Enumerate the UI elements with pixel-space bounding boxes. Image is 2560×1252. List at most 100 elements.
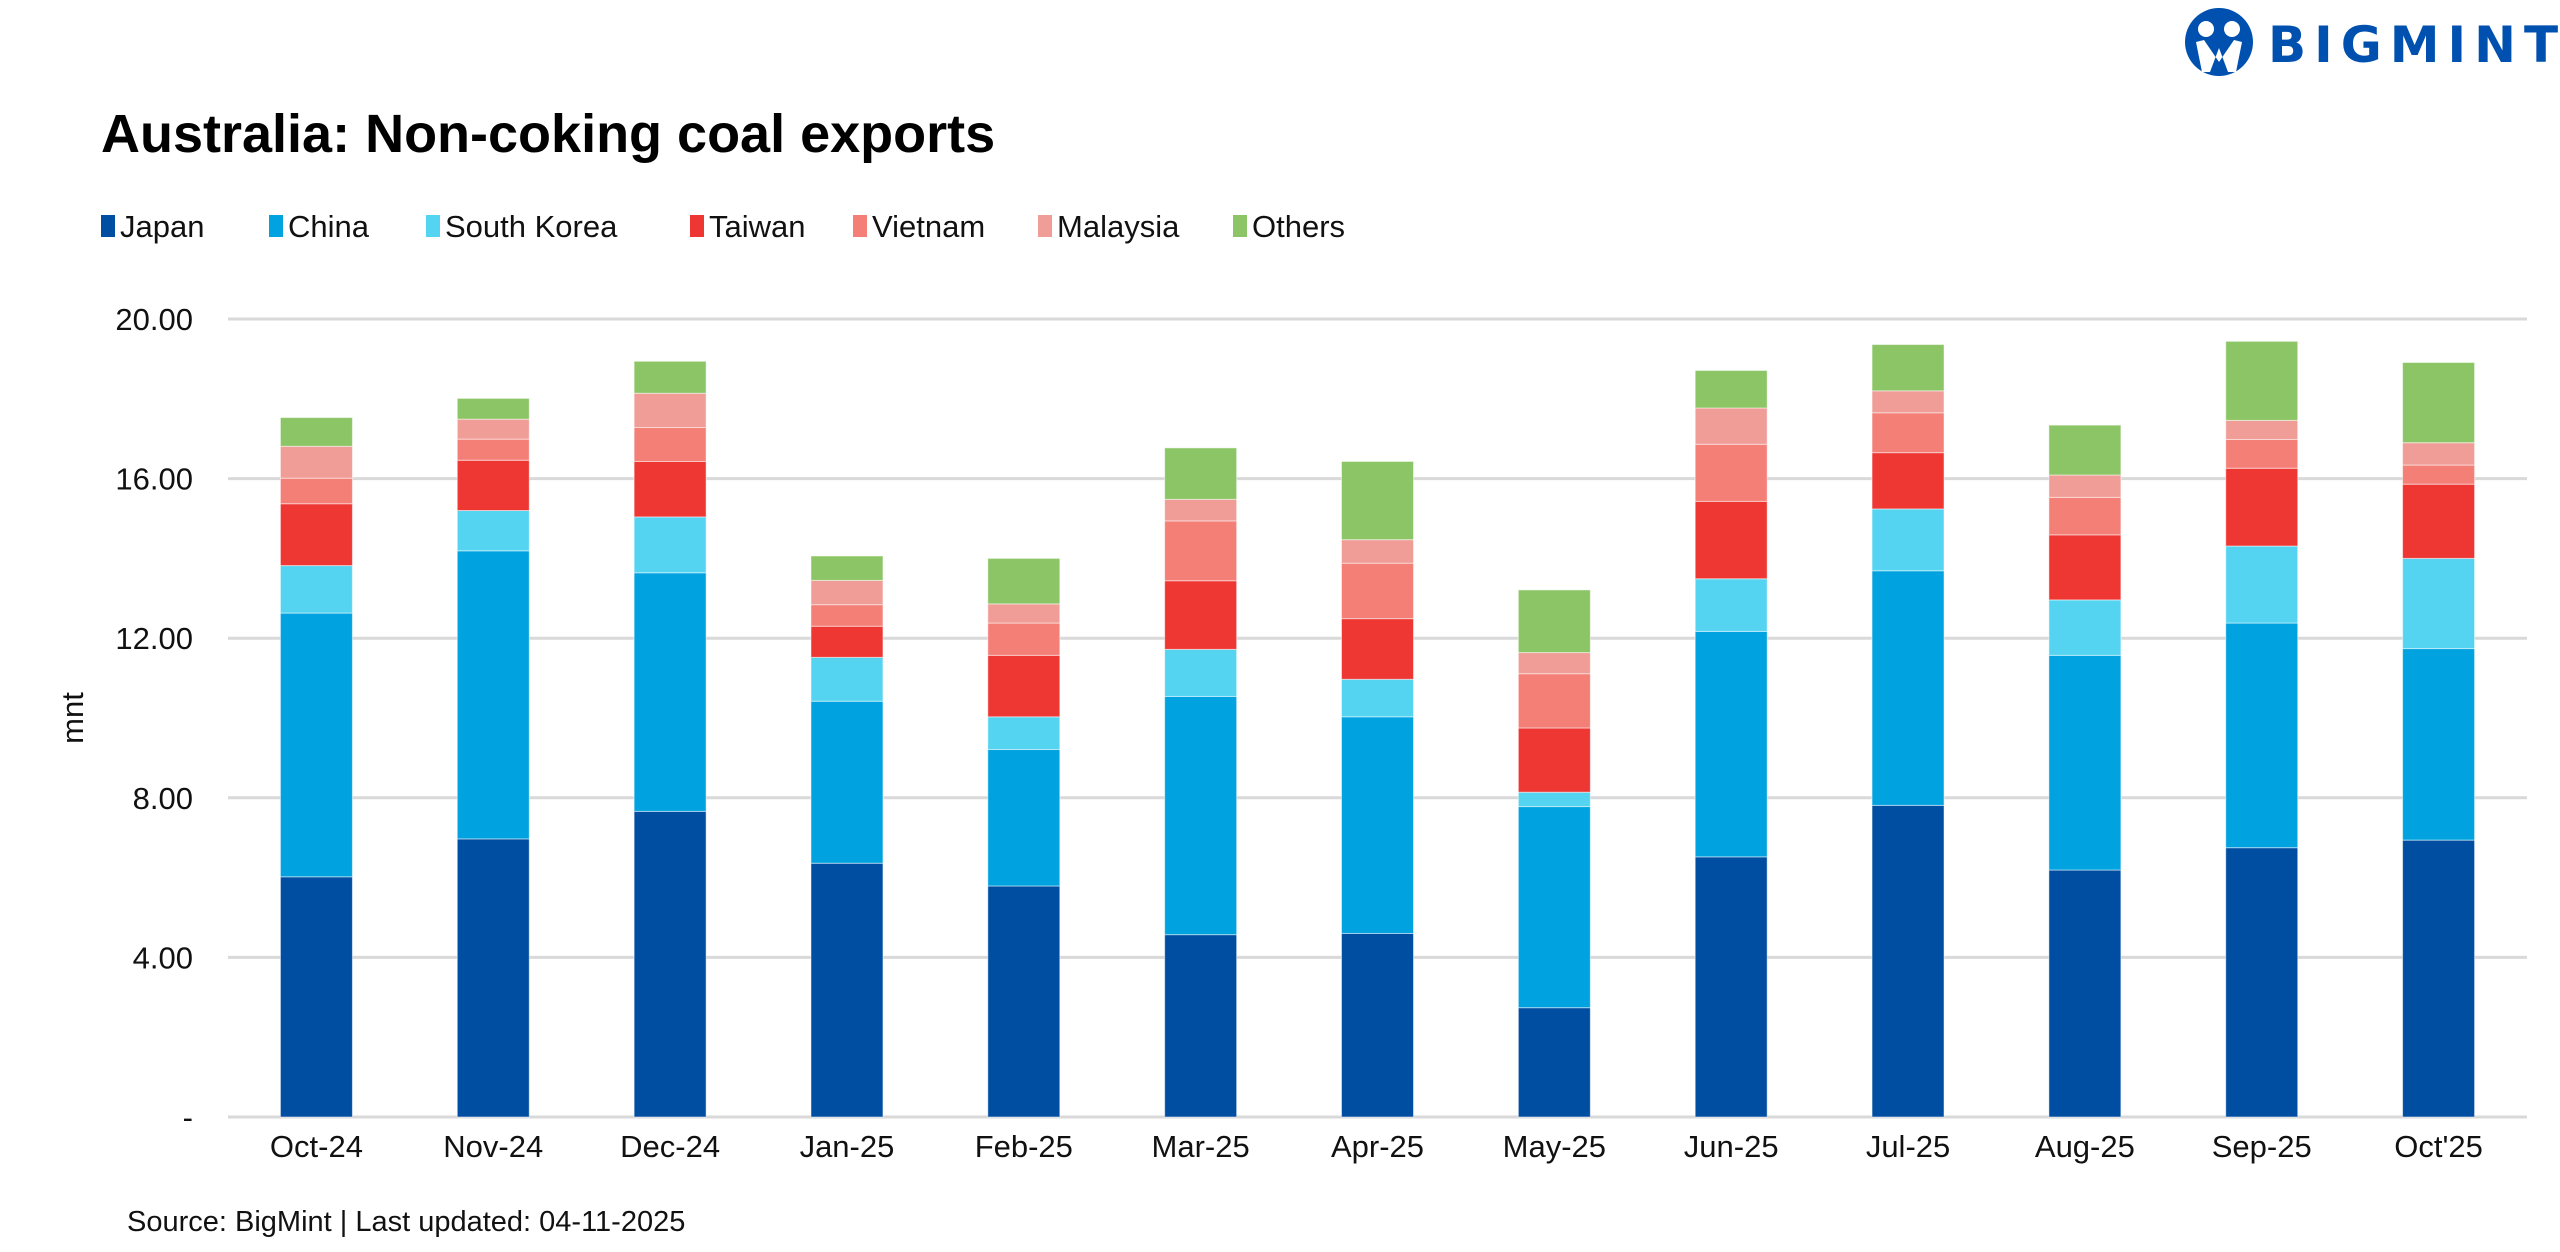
logo-text: BIGMINT bbox=[2268, 16, 2560, 74]
bar-segment-taiwan bbox=[2225, 467, 2299, 547]
bar-segment-china bbox=[1341, 716, 1414, 934]
bar-stack bbox=[1694, 369, 1768, 1118]
legend-swatch bbox=[853, 215, 867, 237]
bar-segment-china bbox=[456, 550, 530, 840]
x-tick-label: Apr-25 bbox=[1331, 1129, 1424, 1164]
bar-segment-others bbox=[1871, 344, 1945, 392]
chart-title: Australia: Non-coking coal exports bbox=[101, 104, 995, 164]
x-tick-label: Feb-25 bbox=[975, 1129, 1073, 1164]
bar-segment-south-korea bbox=[1341, 678, 1414, 718]
bar-segment-others bbox=[1164, 447, 1238, 500]
y-tick-label: 20.00 bbox=[115, 302, 193, 337]
bar-segment-south-korea bbox=[1694, 578, 1768, 632]
logo-emblem-icon bbox=[2185, 8, 2253, 76]
x-tick-label: Aug-25 bbox=[2035, 1129, 2135, 1164]
bar-segment-taiwan bbox=[987, 654, 1061, 718]
bar-segment-japan bbox=[810, 862, 884, 1118]
bar-stack bbox=[1517, 589, 1591, 1118]
bar-segment-china bbox=[810, 700, 884, 864]
bar-segment-south-korea bbox=[2225, 545, 2299, 624]
x-tick-label: Dec-24 bbox=[620, 1129, 720, 1164]
bar-stack bbox=[633, 360, 707, 1118]
x-tick-label: Oct'25 bbox=[2394, 1129, 2483, 1164]
legend-label: South Korea bbox=[445, 209, 618, 244]
bar-segment-japan bbox=[1694, 856, 1768, 1118]
x-tick-label: Jan-25 bbox=[800, 1129, 895, 1164]
x-tick-label: Nov-24 bbox=[443, 1129, 543, 1164]
x-tick-label: May-25 bbox=[1503, 1129, 1606, 1164]
y-tick-label: 8.00 bbox=[133, 781, 193, 816]
bar-segment-japan bbox=[633, 810, 707, 1118]
x-tick-label: Sep-25 bbox=[2212, 1129, 2312, 1164]
bar-segment-malaysia bbox=[1871, 390, 1945, 414]
bar-segment-vietnam bbox=[2048, 496, 2122, 536]
logo: BIGMINT bbox=[2185, 8, 2560, 76]
legend-item: Taiwan bbox=[690, 209, 806, 244]
bar-segment-china bbox=[987, 749, 1061, 887]
bar-segment-vietnam bbox=[810, 604, 884, 627]
bars bbox=[279, 340, 2476, 1118]
y-tick-label: - bbox=[183, 1100, 193, 1135]
bar-segment-south-korea bbox=[1517, 791, 1591, 808]
bar-segment-vietnam bbox=[633, 427, 707, 462]
bar-stack bbox=[2048, 424, 2122, 1118]
bar-segment-malaysia bbox=[810, 579, 884, 606]
bar-segment-vietnam bbox=[1517, 673, 1591, 729]
bar-segment-taiwan bbox=[1694, 500, 1768, 580]
bar-segment-others bbox=[456, 397, 530, 420]
bar-stack bbox=[279, 417, 353, 1118]
bar-segment-china bbox=[1517, 806, 1591, 1009]
bar-segment-others bbox=[810, 555, 884, 581]
bar-segment-vietnam bbox=[1871, 412, 1945, 454]
bar-segment-china bbox=[279, 612, 353, 878]
bar-segment-china bbox=[1164, 695, 1238, 936]
legend-item: China bbox=[269, 209, 370, 244]
bar-segment-south-korea bbox=[2048, 599, 2122, 656]
bar-segment-malaysia bbox=[279, 445, 353, 479]
bar-stack bbox=[1871, 344, 1945, 1118]
bar-segment-taiwan bbox=[633, 460, 707, 518]
bar-stack bbox=[810, 555, 884, 1118]
bar-segment-vietnam bbox=[279, 477, 353, 505]
bar-stack bbox=[2225, 340, 2299, 1118]
legend-item: Others bbox=[1233, 209, 1345, 244]
bar-stack bbox=[987, 557, 1061, 1118]
bar-segment-japan bbox=[987, 885, 1061, 1118]
bar-segment-malaysia bbox=[1517, 652, 1591, 675]
bar-segment-japan bbox=[1164, 934, 1238, 1118]
legend-label: Japan bbox=[120, 209, 204, 244]
bar-segment-japan bbox=[456, 838, 530, 1118]
legend: Japan China South Korea Taiwan Vietnam Malays… bbox=[101, 209, 1345, 244]
bar-segment-vietnam bbox=[1164, 520, 1238, 582]
legend-item: Malaysia bbox=[1038, 209, 1180, 244]
bar-segment-taiwan bbox=[456, 459, 530, 512]
legend-label: Malaysia bbox=[1057, 209, 1180, 244]
bar-segment-japan bbox=[2048, 869, 2122, 1118]
bar-segment-japan bbox=[1871, 804, 1945, 1118]
legend-item: Japan bbox=[101, 209, 204, 244]
y-axis-ticks: - 4.00 8.00 12.00 16.00 20.00 bbox=[115, 302, 193, 1135]
bar-segment-others bbox=[2402, 361, 2476, 444]
bar-stack bbox=[2402, 361, 2476, 1118]
bar-segment-malaysia bbox=[633, 392, 707, 429]
legend-swatch bbox=[426, 215, 440, 237]
y-tick-label: 12.00 bbox=[115, 621, 193, 656]
bar-segment-south-korea bbox=[1871, 508, 1945, 572]
bar-segment-vietnam bbox=[987, 622, 1061, 656]
bar-segment-china bbox=[633, 572, 707, 812]
bar-segment-malaysia bbox=[1694, 407, 1768, 445]
bar-segment-malaysia bbox=[1341, 539, 1414, 564]
bar-segment-others bbox=[2048, 424, 2122, 476]
bar-segment-others bbox=[633, 360, 707, 394]
bar-segment-malaysia bbox=[2225, 419, 2299, 440]
bar-segment-china bbox=[1694, 630, 1768, 858]
y-axis-label: mnt bbox=[55, 692, 90, 744]
bar-segment-malaysia bbox=[456, 418, 530, 440]
bar-segment-south-korea bbox=[987, 716, 1061, 751]
bar-segment-vietnam bbox=[2225, 438, 2299, 469]
bar-segment-japan bbox=[1517, 1007, 1591, 1118]
legend-item: South Korea bbox=[426, 209, 618, 244]
bar-segment-taiwan bbox=[1341, 618, 1414, 680]
bar-stack bbox=[1341, 460, 1414, 1118]
